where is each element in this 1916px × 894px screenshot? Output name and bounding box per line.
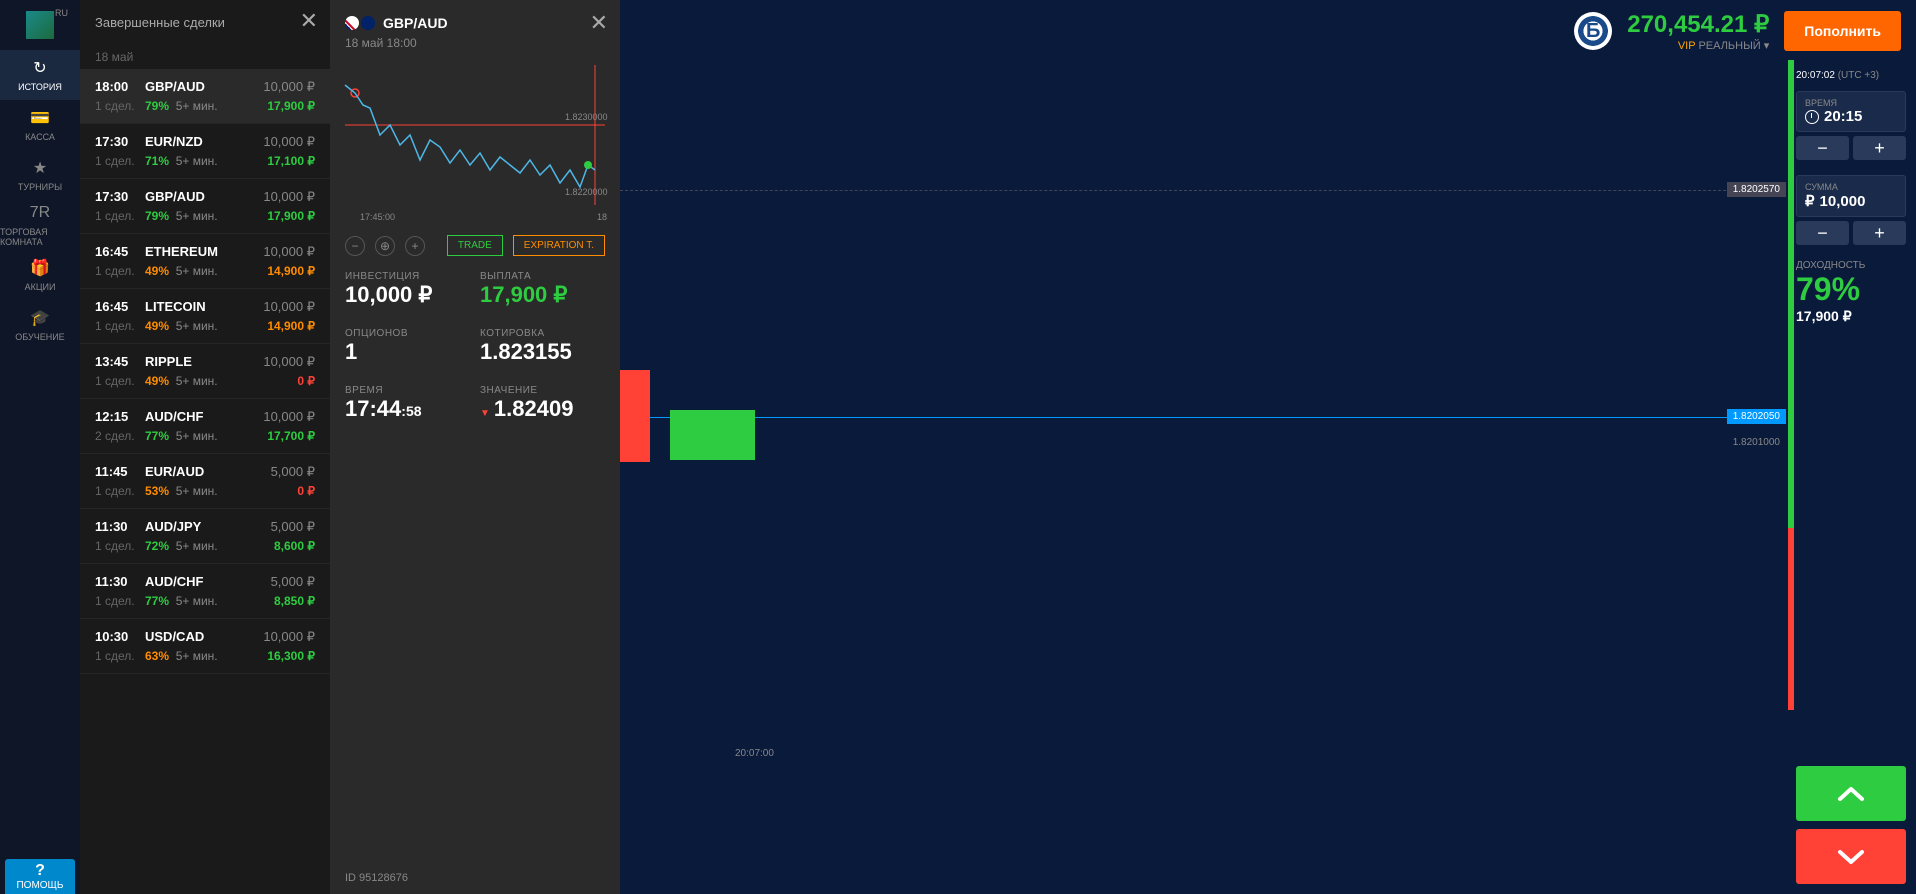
trade-row[interactable]: 11:30AUD/JPY5,000 ₽ 1 сдел.72% 5+ мин.8,… <box>80 509 330 564</box>
logo[interactable]: RU <box>0 0 80 50</box>
nav-акции[interactable]: 🎁АКЦИИ <box>0 250 80 300</box>
nav-обучение[interactable]: 🎓ОБУЧЕНИЕ <box>0 300 80 350</box>
account-type-dropdown[interactable]: РЕАЛЬНЫЙ ▾ <box>1698 40 1769 52</box>
price-label: 1.8201000 <box>1727 435 1786 450</box>
detail-pair: GBP/AUD <box>383 15 448 31</box>
nav-касса[interactable]: 💳КАССА <box>0 100 80 150</box>
time-input[interactable]: ВРЕМЯ 20:15 <box>1796 91 1906 132</box>
sidebar: RU ↻ИСТОРИЯ💳КАССА★ТУРНИРЫ7RТОРГОВАЯ КОМН… <box>0 0 80 894</box>
detail-value: ▼1.82409 <box>480 396 605 422</box>
yield-amount: 17,900 ₽ <box>1796 308 1906 325</box>
candle <box>670 410 755 460</box>
flag-gb-icon <box>345 16 359 30</box>
nav-турниры[interactable]: ★ТУРНИРЫ <box>0 150 80 200</box>
detail-id: ID 95128676 <box>345 872 408 884</box>
close-icon[interactable]: ✕ <box>590 10 608 36</box>
amount-input[interactable]: СУММА ₽10,000 <box>1796 175 1906 217</box>
time-minus-button[interactable]: − <box>1796 136 1849 160</box>
history-date: 18 май <box>80 45 330 69</box>
candle <box>620 370 650 462</box>
fit-icon[interactable]: ⊕ <box>375 236 395 256</box>
amount-plus-button[interactable]: + <box>1853 221 1906 245</box>
trade-panel: 20:07:02 (UTC +3) ВРЕМЯ 20:15 − + СУММА … <box>1796 70 1906 325</box>
clock-icon <box>1805 110 1819 124</box>
expiration-button[interactable]: EXPIRATION T. <box>513 235 605 256</box>
help-button[interactable]: ? ПОМОЩЬ <box>5 859 75 894</box>
nav-icon: 🎁 <box>30 258 50 278</box>
current-price-dot <box>715 410 723 418</box>
trade-row[interactable]: 13:45RIPPLE10,000 ₽ 1 сдел.49% 5+ мин.0 … <box>80 344 330 399</box>
detail-timestamp: 18 май 18:00 <box>345 36 605 50</box>
nav-история[interactable]: ↻ИСТОРИЯ <box>0 50 80 100</box>
trade-row[interactable]: 17:30GBP/AUD10,000 ₽ 1 сдел.79% 5+ мин.1… <box>80 179 330 234</box>
nav-торговая-комната[interactable]: 7RТОРГОВАЯ КОМНАТА <box>0 200 80 250</box>
svg-text:18: 18 <box>597 212 607 222</box>
zoom-out-icon[interactable]: − <box>345 236 365 256</box>
price-label-current: 1.8202050 <box>1727 409 1786 424</box>
nav-icon: 7R <box>30 203 50 223</box>
buy-up-button[interactable] <box>1796 766 1906 821</box>
svg-text:1.8230000: 1.8230000 <box>565 112 608 122</box>
deposit-button[interactable]: Пополнить <box>1784 11 1901 51</box>
history-title: Завершенные сделки <box>95 15 225 30</box>
current-time: 20:07:02 (UTC +3) <box>1796 70 1906 81</box>
svg-text:17:45:00: 17:45:00 <box>360 212 395 222</box>
trade-row[interactable]: 11:45EUR/AUD5,000 ₽ 1 сдел.53% 5+ мин.0 … <box>80 454 330 509</box>
x-axis-time: 20:07:00 <box>735 748 774 759</box>
detail-options: 1 <box>345 339 470 365</box>
nav-icon: 🎓 <box>30 308 50 328</box>
trade-row[interactable]: 18:00GBP/AUD10,000 ₽ 1 сдел.79% 5+ мин.1… <box>80 69 330 124</box>
trade-row[interactable]: 16:45LITECOIN10,000 ₽ 1 сдел.49% 5+ мин.… <box>80 289 330 344</box>
history-panel: Завершенные сделки ✕ 18 май 18:00GBP/AUD… <box>80 0 330 894</box>
balance-amount: 270,454.21 ₽ <box>1627 10 1769 39</box>
detail-quote: 1.823155 <box>480 339 605 365</box>
trade-row[interactable]: 12:15AUD/CHF10,000 ₽ 2 сдел.77% 5+ мин.1… <box>80 399 330 454</box>
close-icon[interactable]: ✕ <box>300 8 318 34</box>
trade-row[interactable]: 17:30EUR/NZD10,000 ₽ 1 сдел.71% 5+ мин.1… <box>80 124 330 179</box>
detail-payout: 17,900 ₽ <box>480 282 605 308</box>
svg-text:1.8220000: 1.8220000 <box>565 187 608 197</box>
nav-icon: ↻ <box>30 58 50 78</box>
nav-icon: 💳 <box>30 108 50 128</box>
logo-icon <box>26 11 54 39</box>
trade-button[interactable]: TRADE <box>447 235 503 256</box>
trade-row[interactable]: 16:45ETHEREUM10,000 ₽ 1 сдел.49% 5+ мин.… <box>80 234 330 289</box>
zoom-in-icon[interactable]: + <box>405 236 425 256</box>
buy-down-button[interactable] <box>1796 829 1906 884</box>
trade-row[interactable]: 11:30AUD/CHF5,000 ₽ 1 сдел.77% 5+ мин.8,… <box>80 564 330 619</box>
flag-au-icon <box>361 16 375 30</box>
arrow-down-icon: ▼ <box>480 408 490 419</box>
lang-badge: RU <box>55 8 68 18</box>
header: Б 270,454.21 ₽ VIP РЕАЛЬНЫЙ ▾ Пополнить <box>1574 10 1901 52</box>
mini-chart: 1.8230000 1.8220000 17:45:00 18 <box>345 65 605 225</box>
detail-time: 17:44:58 <box>345 396 470 422</box>
main-chart[interactable]: 1.8202570 1.8202050 1.8201000 20:07:00 <box>620 60 1786 894</box>
trade-row[interactable]: 10:30USD/CAD10,000 ₽ 1 сдел.63% 5+ мин.1… <box>80 619 330 674</box>
time-plus-button[interactable]: + <box>1853 136 1906 160</box>
detail-panel: ✕ GBP/AUD 18 май 18:00 1.8230000 1.82200… <box>330 0 620 894</box>
amount-minus-button[interactable]: − <box>1796 221 1849 245</box>
nav-icon: ★ <box>30 158 50 178</box>
detail-investment: 10,000 ₽ <box>345 282 470 308</box>
coin-icon[interactable]: Б <box>1574 12 1612 50</box>
price-label: 1.8202570 <box>1727 182 1786 197</box>
yield-percent: 79% <box>1796 271 1906 308</box>
sentiment-bar <box>1788 60 1794 710</box>
